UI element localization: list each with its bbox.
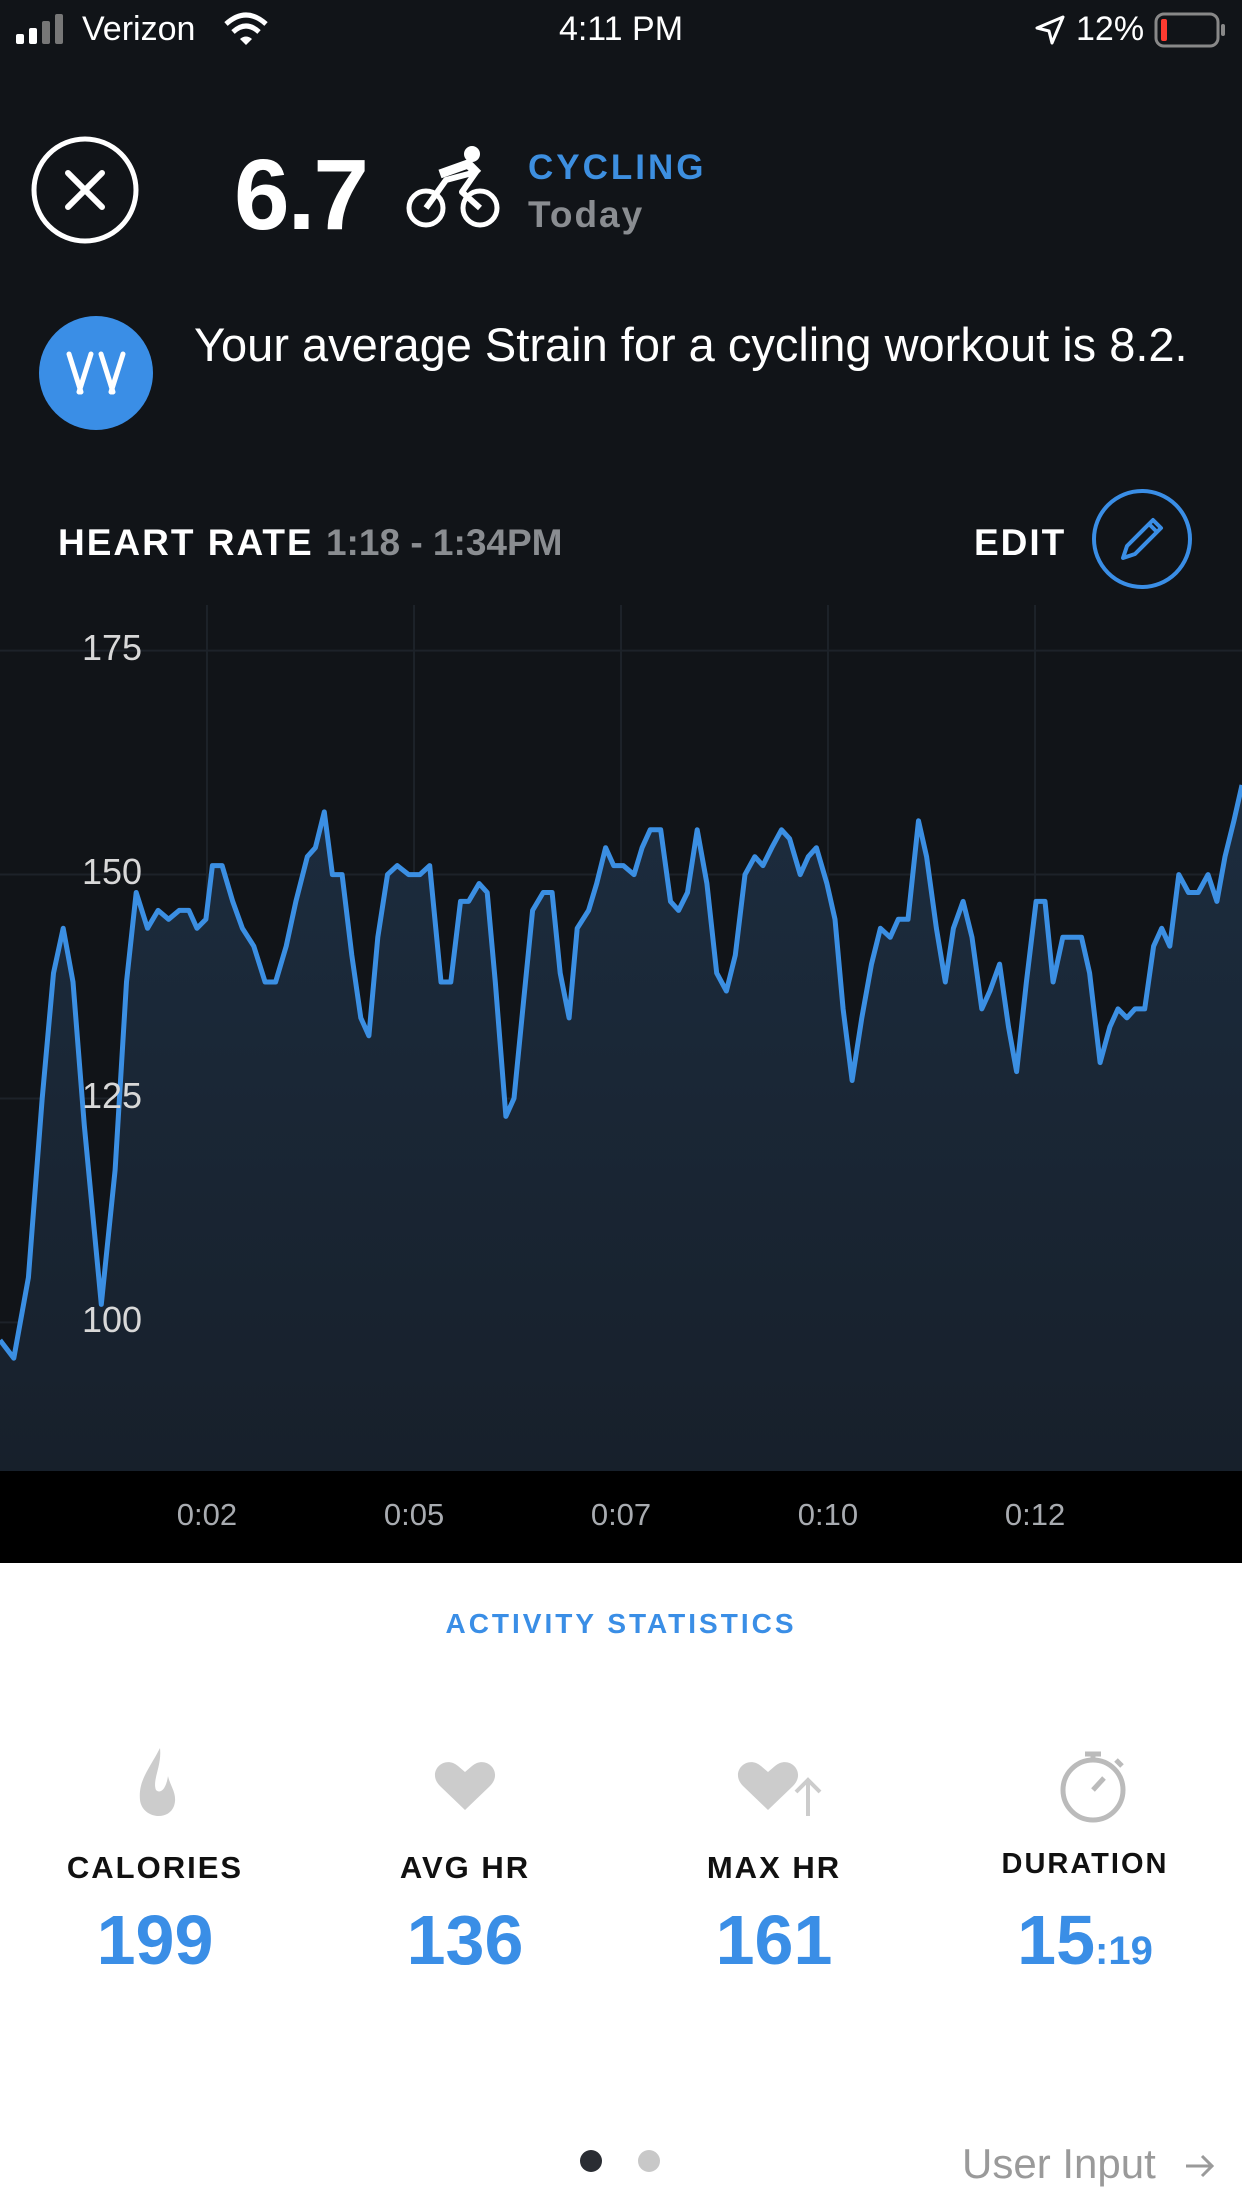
x-tick-label: 0:10 [798,1497,858,1532]
battery-icon [1154,12,1225,48]
y-tick-label: 100 [82,1299,142,1340]
strain-score: 6.7 [234,139,369,251]
stat-value: 136 [406,1901,524,1979]
heart-rate-title: HEART RATE [58,522,314,563]
stat-value: 15:19 [935,1900,1235,1980]
user-input-link[interactable]: User Input [962,2140,1156,2187]
edit-label[interactable]: EDIT [974,522,1067,563]
close-button[interactable] [30,135,140,245]
x-axis-strip [0,1471,1242,1563]
signal-icon [16,14,63,44]
section-title: HEART RATE 1:18 - 1:34PM [58,522,562,564]
clock: 4:11 PM [558,10,684,48]
page-dots [580,2150,660,2172]
x-tick-label: 0:07 [591,1497,651,1532]
activity-name: CYCLING [528,148,707,187]
y-tick-label: 175 [82,627,142,668]
heart-icon [434,1762,496,1810]
area [0,785,1242,1471]
battery-text: 12% [1076,10,1145,48]
x-tick-label: 0:05 [384,1497,444,1532]
carrier: Verizon [82,10,196,48]
activity-day: Today [528,194,645,235]
stat-label: MAX HR [706,1850,842,1885]
location-icon [1035,15,1065,45]
stat-icons [139,1748,1126,1823]
x-tick-label: 0:02 [177,1497,237,1532]
heart-up-icon [737,1762,799,1810]
stat-value: 199 [96,1901,214,1979]
y-tick-label: 125 [82,1075,142,1116]
y-tick-label: 150 [82,851,142,892]
line [0,784,1242,1361]
coach-icon [39,316,153,430]
wifi-icon [224,12,268,45]
arrow-icon [1186,2154,1215,2178]
stat-label: AVG HR [399,1850,531,1885]
stat-label: DURATION [1001,1848,1169,1880]
edit-button[interactable] [1091,488,1193,590]
stats-title: ACTIVITY STATISTICS [445,1608,797,1639]
stopwatch-icon [1060,1751,1126,1823]
stat-label: CALORIES [66,1850,244,1885]
heart-rate-chart: 100 125 150 175 0:02 0:05 0:07 0:10 0:12 [0,605,1242,1563]
time-range: 1:18 - 1:34PM [325,522,563,563]
cycling-icon [406,146,500,228]
flame-icon [139,1748,176,1817]
duration-seconds: :19 [1095,1929,1153,1973]
x-tick-label: 0:12 [1005,1497,1065,1532]
insight-text: Your average Strain for a cycling workou… [194,318,1188,371]
stat-value: 161 [715,1901,833,1979]
duration-minutes: 15 [1017,1901,1096,1979]
